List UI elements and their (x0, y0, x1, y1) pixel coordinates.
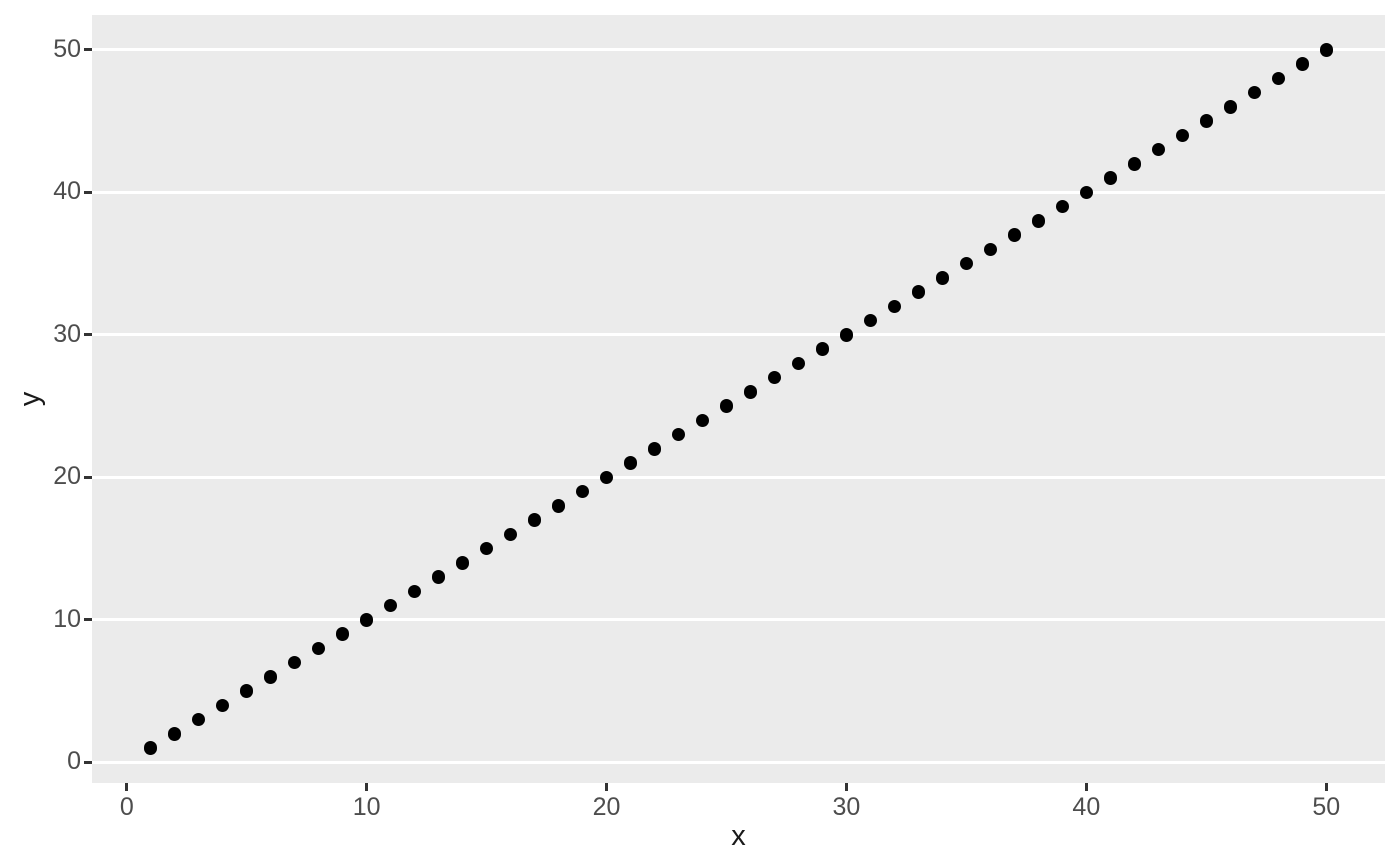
x-axis-title: x (731, 820, 746, 852)
major-gridline-y (92, 48, 1385, 52)
data-point (647, 442, 662, 456)
data-point (431, 570, 446, 584)
data-point (288, 655, 302, 670)
data-point (983, 242, 998, 257)
y-axis-tick-mark (84, 333, 92, 337)
data-point (839, 328, 854, 342)
data-point (767, 370, 782, 385)
data-point (935, 271, 950, 285)
major-gridline-y (92, 475, 1385, 479)
data-point (1223, 100, 1237, 114)
x-axis-tick-mark (605, 783, 609, 791)
data-point (1055, 199, 1070, 214)
y-axis-tick-mark (84, 475, 92, 479)
major-gridline-y (92, 760, 1385, 764)
data-point (264, 670, 278, 684)
data-point (1271, 71, 1285, 86)
data-point (887, 299, 902, 314)
data-point (479, 541, 494, 556)
data-point (599, 470, 614, 485)
data-point (551, 499, 566, 513)
data-point (863, 313, 878, 328)
data-point (1175, 128, 1189, 143)
y-axis-tick-mark (84, 760, 92, 764)
data-point (359, 613, 374, 627)
x-tick-label: 40 (1072, 793, 1101, 821)
major-gridline-y (92, 190, 1385, 194)
data-point (1151, 142, 1165, 157)
data-point (671, 427, 686, 442)
data-point (192, 712, 206, 727)
x-axis-tick-mark (365, 783, 369, 791)
x-axis-tick-mark (125, 783, 129, 791)
data-point (1031, 214, 1046, 228)
y-axis-tick-mark (84, 48, 92, 52)
y-axis-title-text: y (13, 391, 46, 407)
y-tick-label: 50 (53, 34, 81, 63)
x-tick-label: 50 (1312, 793, 1341, 821)
y-tick-label: 0 (67, 747, 81, 776)
x-axis-tick-mark (1084, 783, 1088, 791)
data-point (791, 356, 806, 371)
data-point (455, 556, 470, 570)
y-tick-label: 20 (53, 462, 81, 491)
y-tick-label: 30 (53, 319, 81, 348)
data-point (911, 285, 926, 299)
plot-panel (92, 15, 1385, 783)
data-point (695, 413, 710, 428)
data-point (1295, 57, 1309, 71)
x-axis-tick-mark (1324, 783, 1328, 791)
x-tick-label: 30 (832, 793, 861, 821)
data-point (168, 727, 182, 741)
data-point (623, 456, 638, 470)
major-gridline-y (92, 618, 1385, 622)
data-point (503, 527, 518, 542)
data-point (144, 741, 158, 755)
data-point (1199, 114, 1213, 128)
data-point (1127, 157, 1142, 171)
data-point (335, 627, 350, 641)
y-axis-tick-mark (84, 618, 92, 622)
major-gridline-y (92, 333, 1385, 337)
data-point (1007, 228, 1022, 242)
x-tick-label: 20 (592, 793, 621, 821)
y-axis-tick-mark (84, 190, 92, 194)
y-tick-label: 40 (53, 177, 81, 206)
data-point (383, 598, 398, 613)
data-point (1079, 185, 1094, 200)
data-point (312, 641, 326, 656)
data-point (575, 484, 590, 499)
y-tick-label: 10 (53, 604, 81, 633)
data-point (216, 698, 230, 713)
data-point (959, 256, 974, 271)
data-point (1319, 43, 1333, 57)
data-point (1103, 171, 1118, 185)
data-point (527, 513, 542, 527)
data-point (743, 385, 758, 399)
data-point (1247, 85, 1261, 100)
data-point (407, 584, 422, 599)
data-point (815, 342, 830, 356)
data-point (719, 399, 734, 413)
data-point (240, 684, 254, 698)
x-tick-label: 0 (119, 793, 134, 821)
x-axis-tick-mark (844, 783, 848, 791)
x-tick-label: 10 (352, 793, 381, 821)
